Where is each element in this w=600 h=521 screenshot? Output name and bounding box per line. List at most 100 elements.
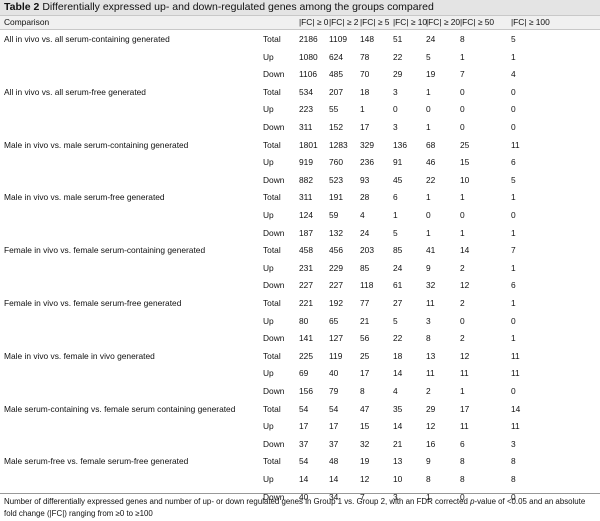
table-cell: 227: [329, 280, 343, 291]
comparison-label: Male serum-containing vs. female serum c…: [4, 403, 236, 414]
table-cell: 69: [299, 368, 309, 379]
table-cell: 1109: [329, 34, 348, 44]
row-type: Up: [263, 262, 274, 273]
table-cell: 22: [426, 174, 436, 185]
table-cell: 11: [511, 421, 520, 432]
row-type: Down: [263, 174, 285, 185]
row-type: Down: [263, 122, 285, 132]
table-cell: 12: [426, 421, 436, 432]
row-type: Total: [263, 34, 281, 44]
table-cell: 11: [460, 421, 469, 432]
table-cell: 28: [360, 192, 370, 203]
table-cell: 0: [460, 104, 465, 115]
table-cell: 48: [329, 456, 339, 467]
row-type: Down: [263, 438, 285, 449]
table-cell: 16: [426, 438, 436, 449]
table-cell: 8: [511, 456, 516, 467]
row-type: Total: [263, 403, 281, 414]
table-cell: 0: [460, 86, 465, 97]
table-cell: 17: [329, 421, 339, 432]
table-cell: 41: [426, 245, 436, 256]
table-cell: 231: [299, 262, 313, 273]
table-cell: 1: [426, 227, 431, 238]
table-cell: 8: [460, 34, 465, 44]
table-cell: 3: [511, 438, 516, 449]
comparison-label: Male in vivo vs. male serum-free generat…: [4, 192, 165, 203]
table-cell: 0: [511, 491, 516, 502]
table-cell: 2: [460, 333, 465, 344]
table-cell: 37: [329, 438, 339, 449]
table-cell: 70: [360, 69, 370, 80]
table-cell: 45: [393, 174, 403, 185]
table-cell: 4: [393, 386, 398, 396]
table-cell: 19: [426, 69, 436, 80]
table-cell: 17: [460, 403, 470, 414]
table-cell: 329: [360, 139, 374, 150]
table-cell: 7: [360, 491, 365, 502]
table-cell: 0: [511, 210, 516, 220]
table-cell: 1801: [299, 139, 318, 150]
table-cell: 5: [426, 51, 431, 62]
column-header-5: |FC| ≥ 10: [393, 17, 428, 27]
column-header-7: |FC| ≥ 50: [460, 17, 495, 27]
table-cell: 22: [393, 51, 403, 62]
column-header-0: Comparison: [4, 17, 50, 27]
table-cell: 5: [511, 174, 516, 185]
table-cell: 8: [460, 456, 465, 467]
table-cell: 0: [511, 315, 516, 326]
table-cell: 1: [426, 491, 431, 502]
table-cell: 9: [426, 456, 431, 467]
row-type: Total: [263, 350, 281, 361]
table-cell: 1283: [329, 139, 348, 150]
table-cell: 152: [329, 122, 343, 132]
table-cell: 24: [426, 34, 436, 44]
table-cell: 3: [426, 315, 431, 326]
table-cell: 77: [360, 298, 370, 308]
table-cell: 5: [393, 227, 398, 238]
table-cell: 25: [460, 139, 470, 150]
row-type: Down: [263, 280, 285, 291]
table-cell: 1: [426, 122, 431, 132]
table-cell: 4: [360, 210, 365, 220]
comparison-label: All in vivo vs. all serum-containing gen…: [4, 34, 170, 44]
table-cell: 55: [329, 104, 339, 115]
table-cell: 2: [460, 298, 465, 308]
column-header-3: |FC| ≥ 2: [329, 17, 359, 27]
table-cell: 5: [511, 34, 516, 44]
table-cell: 37: [299, 438, 309, 449]
column-header-2: |FC| ≥ 0: [299, 17, 329, 27]
table-cell: 25: [360, 350, 370, 361]
table-cell: 29: [426, 403, 436, 414]
table-cell: 1: [460, 386, 465, 396]
table-cell: 192: [329, 298, 343, 308]
table-cell: 14: [460, 245, 470, 256]
table-cell: 51: [393, 34, 403, 44]
table-cell: 46: [426, 157, 436, 168]
table-cell: 0: [460, 315, 465, 326]
table-cell: 1: [511, 333, 516, 344]
table-cell: 17: [360, 368, 370, 379]
table-cell: 1: [511, 298, 516, 308]
table-cell: 34: [329, 491, 339, 502]
table-cell: 54: [329, 403, 339, 414]
table-cell: 136: [393, 139, 407, 150]
table-cell: 141: [299, 333, 313, 344]
table-cell: 191: [329, 192, 343, 203]
table-cell: 8: [511, 474, 516, 484]
column-header-6: |FC| ≥ 20: [426, 17, 461, 27]
column-header-8: |FC| ≥ 100: [511, 17, 550, 27]
table-cell: 2: [460, 262, 465, 273]
table-cell: 534: [299, 86, 313, 97]
table-cell: 1: [511, 227, 516, 238]
table-cell: 1: [460, 192, 465, 203]
table-cell: 0: [460, 491, 465, 502]
table-cell: 7: [460, 69, 465, 80]
table-cell: 10: [393, 474, 403, 484]
footnote-p: p: [470, 497, 475, 506]
row-type: Down: [263, 333, 285, 344]
footnote-text-1: Number of differentially expressed genes…: [4, 497, 471, 506]
table-cell: 456: [329, 245, 343, 256]
table-cell: 91: [393, 157, 403, 168]
table-cell: 0: [511, 386, 516, 396]
table-cell: 311: [299, 192, 313, 203]
